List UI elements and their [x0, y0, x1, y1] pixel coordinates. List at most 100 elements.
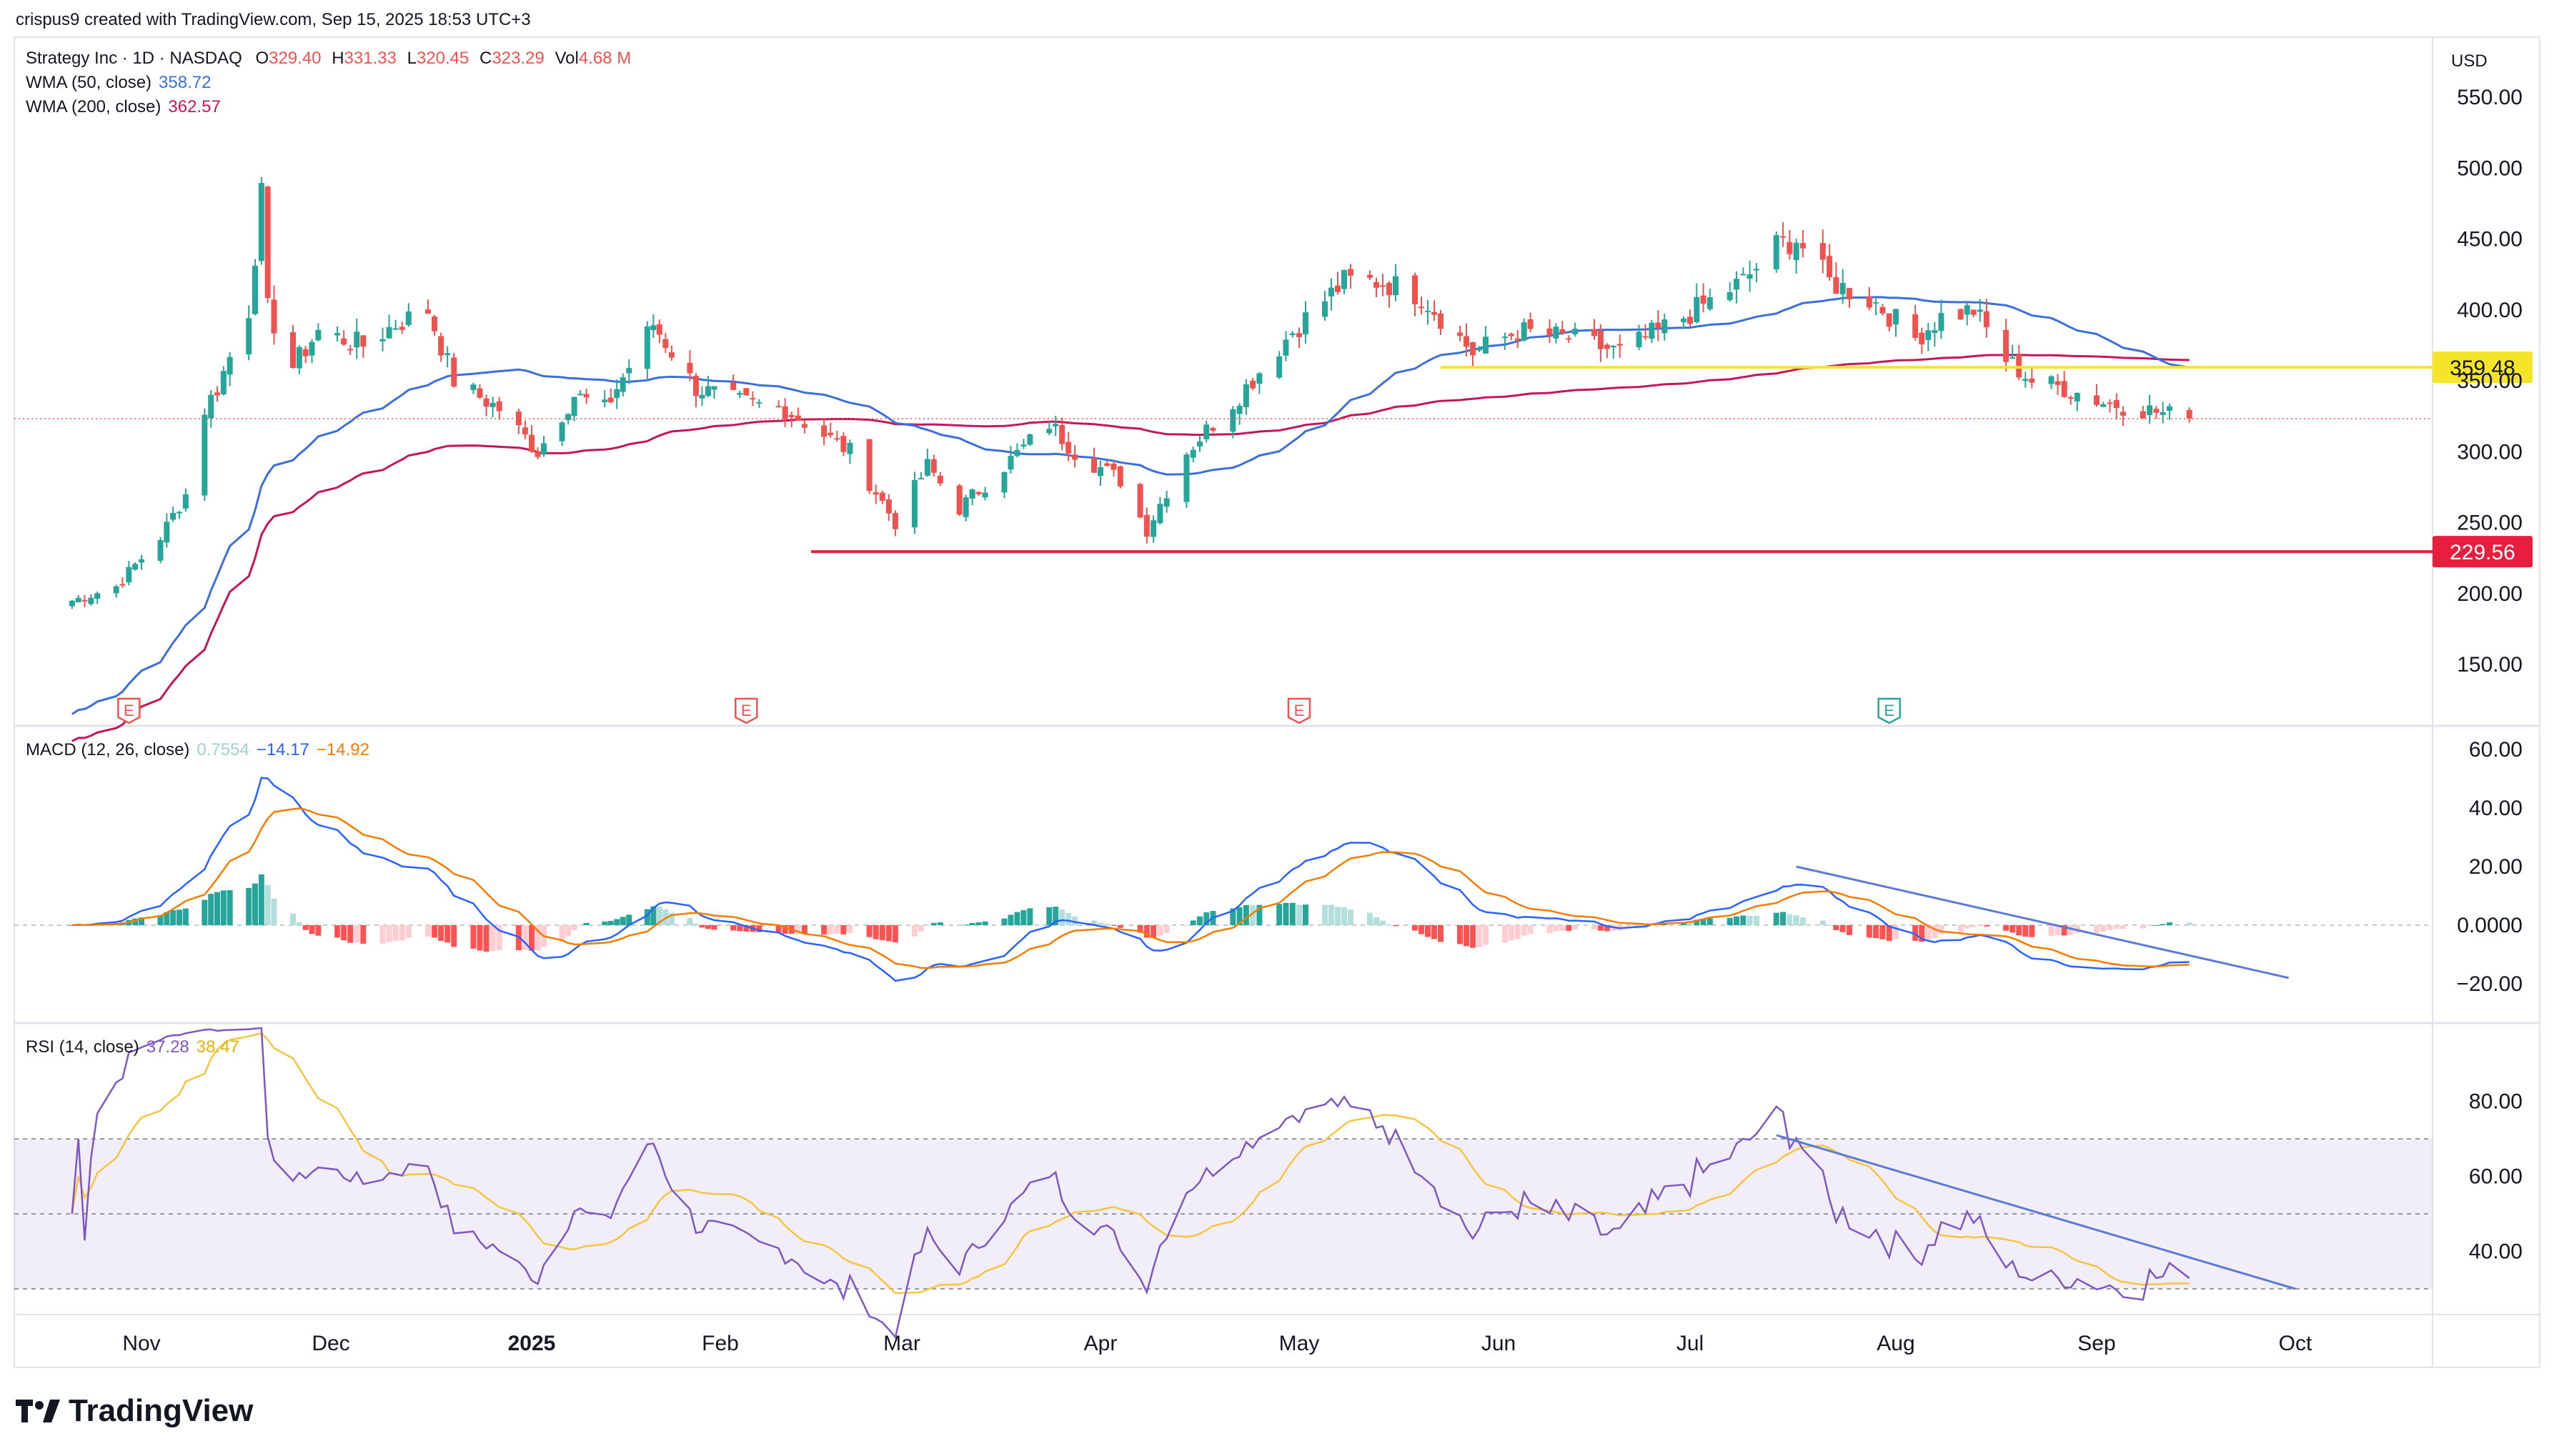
candle — [1501, 332, 1508, 350]
candle-body — [2113, 400, 2120, 409]
macd-histogram-bar — [2054, 925, 2061, 936]
candle-body — [1873, 301, 1879, 304]
candle-body — [1425, 311, 1431, 313]
candle — [1649, 319, 1655, 344]
candle — [1143, 507, 1150, 544]
candle-body — [1046, 429, 1053, 434]
candle — [1616, 334, 1623, 358]
candle-body — [1983, 311, 1989, 328]
wma200-legend[interactable]: WMA (200, close) 362.57 — [26, 97, 221, 117]
candle-body — [432, 316, 438, 331]
macd-histogram-bar — [1256, 904, 1263, 925]
macd-histogram-bar — [2186, 922, 2192, 925]
macd-histogram-bar — [1839, 925, 1846, 932]
candle — [227, 351, 233, 387]
candle-body — [1746, 274, 1753, 279]
candle — [1341, 269, 1347, 294]
candle — [399, 321, 405, 334]
macd-histogram-bar — [1296, 904, 1302, 925]
candle-body — [626, 368, 632, 374]
candle — [1793, 239, 1799, 274]
candle — [1072, 445, 1078, 468]
candle-body — [1341, 269, 1347, 289]
candle — [2166, 403, 2172, 420]
macd-histogram-bar — [662, 909, 669, 925]
earnings-marker-label: E — [741, 702, 752, 719]
macd-histogram-bar — [1572, 925, 1579, 930]
candle-body — [541, 443, 547, 455]
candle-body — [1661, 319, 1668, 334]
candle-body — [565, 414, 572, 421]
macd-histogram-bar — [1649, 925, 1655, 926]
macd-histogram-bar — [1289, 902, 1296, 925]
candle — [1799, 229, 1806, 258]
candle — [1210, 427, 1216, 433]
candle-body — [522, 427, 528, 435]
macd-histogram-bar — [379, 925, 386, 944]
rsi-legend[interactable]: RSI (14, close) 37.28 38.47 — [26, 1037, 239, 1057]
time-tick-label: Oct — [2279, 1332, 2312, 1355]
earnings-marker-label: E — [1884, 702, 1894, 719]
wma200-value: 362.57 — [168, 97, 221, 116]
wma50-legend[interactable]: WMA (50, close) 358.72 — [26, 73, 211, 93]
candle-body — [866, 439, 873, 492]
price-tick-label: 400.00 — [2457, 299, 2523, 322]
candle-body — [1157, 504, 1163, 524]
candle — [1726, 281, 1733, 302]
candle — [1065, 432, 1072, 462]
candle-body — [2054, 381, 2061, 385]
rsi-tick-label: 40.00 — [2469, 1240, 2523, 1264]
macd-histogram-bar — [1418, 925, 1424, 934]
candle-body — [438, 336, 444, 356]
macd-histogram-bar — [246, 888, 252, 925]
macd-histogram-bar — [656, 906, 662, 925]
candle-body — [873, 492, 879, 495]
candle — [1322, 291, 1328, 321]
macd-histogram-bar — [2107, 925, 2113, 930]
macd-histogram-bar — [1386, 924, 1392, 926]
candle-body — [1932, 330, 1938, 334]
candle — [1787, 230, 1793, 260]
candle-body — [290, 332, 296, 368]
macd-legend[interactable]: MACD (12, 26, close) 0.7554 −14.17 −14.92 — [26, 740, 369, 760]
macd-histogram-bar — [444, 925, 451, 943]
macd-histogram-bar — [1886, 925, 1892, 942]
earnings-marker: E — [735, 697, 758, 724]
macd-histogram-bar — [711, 925, 717, 930]
candle — [1610, 344, 1616, 359]
macd-histogram-bar — [139, 917, 144, 925]
candle-body — [668, 352, 675, 358]
macd-histogram-bar — [1098, 922, 1103, 925]
earnings-marker-shape — [1877, 697, 1901, 724]
candle-body — [602, 399, 608, 402]
candle — [113, 584, 119, 598]
candle — [69, 599, 75, 609]
currency-label[interactable]: USD — [2451, 51, 2488, 71]
symbol-legend[interactable]: Strategy Inc · 1D · NASDAQ O329.40 H331.… — [26, 49, 631, 69]
candle — [170, 506, 177, 522]
candle-body — [1296, 333, 1302, 337]
candle-body — [1476, 348, 1482, 351]
candle — [1243, 379, 1249, 415]
macd-histogram-bar — [1964, 925, 1970, 929]
macd-histogram-bar — [1393, 925, 1398, 927]
candle — [1110, 460, 1117, 477]
candle-body — [1104, 463, 1110, 467]
candle-body — [583, 394, 590, 398]
candle-body — [1970, 309, 1977, 315]
candle-body — [1655, 322, 1661, 328]
candle-body — [88, 597, 94, 604]
candle-body — [1014, 449, 1020, 457]
macd-histogram-bar — [182, 908, 189, 925]
macd-histogram-bar — [583, 922, 590, 925]
macd-histogram-bar — [775, 925, 782, 933]
candle-body — [208, 394, 214, 419]
candle — [264, 185, 271, 304]
high-label: H — [332, 49, 344, 68]
candle — [911, 472, 918, 534]
tradingview-logo[interactable]: TradingView — [16, 1393, 253, 1429]
macd-histogram-bar — [1740, 915, 1746, 925]
candle-body — [963, 497, 969, 517]
close-label: C — [480, 49, 492, 68]
macd-histogram-bar — [2113, 925, 2120, 929]
